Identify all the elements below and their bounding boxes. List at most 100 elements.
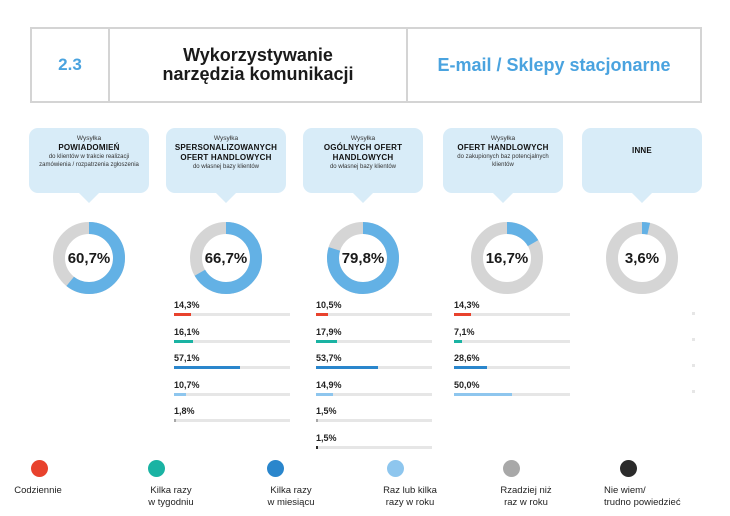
legend-dot xyxy=(267,460,284,477)
bars-ogolnych: 10,5% 17,9% 53,7% 14,9% 1,5% 1,5% xyxy=(316,300,432,459)
bar-track xyxy=(316,419,432,422)
bubble-subtitle: do własnej bazy klientów xyxy=(192,164,260,170)
bar-track xyxy=(174,339,290,343)
legend-item-kilka-razy-w-tygodniu: Kilka razy w tygodniu xyxy=(116,460,226,509)
bar-row: 14,9% xyxy=(316,380,432,407)
bar-fill xyxy=(174,419,177,422)
legend-label: Raz lub kilka xyxy=(383,485,437,496)
bar-fill xyxy=(174,313,191,316)
bars-spersonalizowanych: 14,3% 16,1% 57,1% 10,7% 1,8% xyxy=(174,300,290,433)
bar-value-label: 10,5% xyxy=(316,300,342,310)
empty-bar-marker xyxy=(692,312,695,315)
bubble-title: OFERT HANDLOWYCH xyxy=(457,143,549,152)
legend-dot xyxy=(148,460,165,477)
bar-value-label: 1,8% xyxy=(174,406,195,416)
bar-track xyxy=(454,366,570,369)
section-title-line2: narzędzia komunikacji xyxy=(162,64,354,84)
bar-fill xyxy=(454,313,471,316)
legend-item-raz-lub-kilka-razy-w-roku: Raz lub kilka razy w roku xyxy=(355,460,465,509)
legend-dot xyxy=(31,460,48,477)
bar-track xyxy=(454,313,570,316)
bubble-title: SPERSONALIZOWANYCH OFERT HANDLOWYCH xyxy=(174,143,278,162)
bubble-title: POWIADOMIEŃ xyxy=(58,143,120,152)
bar-track xyxy=(454,392,570,396)
bars-ofert-handlowych: 14,3% 7,1% 28,6% 50,0% xyxy=(454,300,570,406)
legend-label: Codziennie xyxy=(14,485,62,496)
legend-label-line2: razy w roku xyxy=(385,497,435,508)
bubble-pre: Wysyłka xyxy=(490,135,516,142)
bar-track xyxy=(316,339,432,343)
bubble-spersonalizowanych: Wysyłka SPERSONALIZOWANYCH OFERT HANDLOW… xyxy=(166,128,286,203)
bar-fill xyxy=(174,366,241,369)
bar-track xyxy=(174,392,290,396)
donut-value-label: 79,8% xyxy=(341,249,385,267)
legend-label-line2: w tygodniu xyxy=(148,497,194,508)
bar-value-label: 10,7% xyxy=(174,379,200,390)
bar-row: 16,1% xyxy=(174,327,290,354)
channel-label: E-mail / Sklepy stacjonarne xyxy=(437,54,671,75)
bar-fill xyxy=(454,366,488,369)
bubble-subtitle: do zakupionych baz potencjalnych klientó… xyxy=(457,154,549,168)
legend-label: Kilka razy xyxy=(270,485,312,496)
empty-bar-marker xyxy=(692,364,695,367)
bar-row: 53,7% xyxy=(316,353,432,380)
bar-row: 14,3% xyxy=(454,300,570,327)
bar-row: 28,6% xyxy=(454,353,570,380)
bubble-title: OGÓLNYCH OFERT HANDLOWYCH xyxy=(323,143,403,162)
bar-track xyxy=(316,392,432,396)
donut-chart-ofert-handlowych: 16,7% xyxy=(470,221,544,295)
bar-fill xyxy=(174,392,187,396)
bar-fill xyxy=(454,339,463,343)
bubble-inne: INNE xyxy=(582,128,702,203)
legend-label: Kilka razy xyxy=(150,485,192,496)
bar-fill xyxy=(454,392,512,396)
bar-row: 1,5% xyxy=(316,433,432,460)
donut-value-label: 66,7% xyxy=(204,249,248,267)
bar-track xyxy=(174,366,290,369)
legend-dot xyxy=(503,460,520,477)
legend-dot xyxy=(387,460,404,477)
bar-value-label: 14,3% xyxy=(174,300,200,310)
bar-track xyxy=(316,445,432,449)
legend-item-codziennie: Codziennie xyxy=(0,460,93,497)
bar-row: 7,1% xyxy=(454,327,570,354)
bar-row: 10,7% xyxy=(174,380,290,407)
bar-track xyxy=(174,419,290,422)
donut-value-label: 3,6% xyxy=(624,249,660,267)
bar-value-label: 50,0% xyxy=(454,379,480,390)
legend-item-nie-wiem: Nie wiem/ trudno powiedzieć xyxy=(604,460,714,509)
empty-bar-marker xyxy=(692,390,695,393)
donut-arc xyxy=(190,222,262,294)
bars-inne-placeholder xyxy=(692,312,696,416)
bar-fill xyxy=(316,366,379,369)
bar-value-label: 16,1% xyxy=(174,326,200,337)
bubble-subtitle: do klientów w trakcie realizacji zamówie… xyxy=(39,154,139,168)
bar-fill xyxy=(316,419,318,422)
bar-value-label: 57,1% xyxy=(174,353,200,363)
bubble-title: INNE xyxy=(632,145,652,155)
donut-value-label: 16,7% xyxy=(485,249,529,267)
bubble-pre: Wysyłka xyxy=(350,135,376,142)
bar-fill xyxy=(316,313,329,316)
bar-row: 50,0% xyxy=(454,380,570,407)
bar-row: 17,9% xyxy=(316,327,432,354)
bar-fill xyxy=(174,339,193,343)
bubble-subtitle: do własnej bazy klientów xyxy=(329,164,397,170)
legend-label-line2: raz w roku xyxy=(504,497,548,508)
bar-value-label: 14,3% xyxy=(454,300,480,310)
section-title: Wykorzystywanie narzędzia komunikacji xyxy=(110,29,408,101)
bubble-ofert-handlowych: Wysyłka OFERT HANDLOWYCH do zakupionych … xyxy=(443,128,563,203)
donut-arc xyxy=(53,222,125,294)
section-title-line1: Wykorzystywanie xyxy=(183,45,333,65)
donut-chart-inne: 3,6% xyxy=(605,221,679,295)
bar-track xyxy=(316,366,432,369)
bar-value-label: 1,5% xyxy=(316,432,337,443)
donut-chart-spersonalizowanych: 66,7% xyxy=(189,221,263,295)
bar-row: 10,5% xyxy=(316,300,432,327)
section-header: 2.3 Wykorzystywanie narzędzia komunikacj… xyxy=(30,27,702,103)
donut-value-label: 60,7% xyxy=(67,249,111,267)
donut-arc xyxy=(606,222,678,294)
legend-item-kilka-razy-w-miesiacu: Kilka razy w miesiącu xyxy=(236,460,346,509)
bubble-pre: Wysyłka xyxy=(76,135,102,142)
bar-value-label: 14,9% xyxy=(316,379,342,390)
